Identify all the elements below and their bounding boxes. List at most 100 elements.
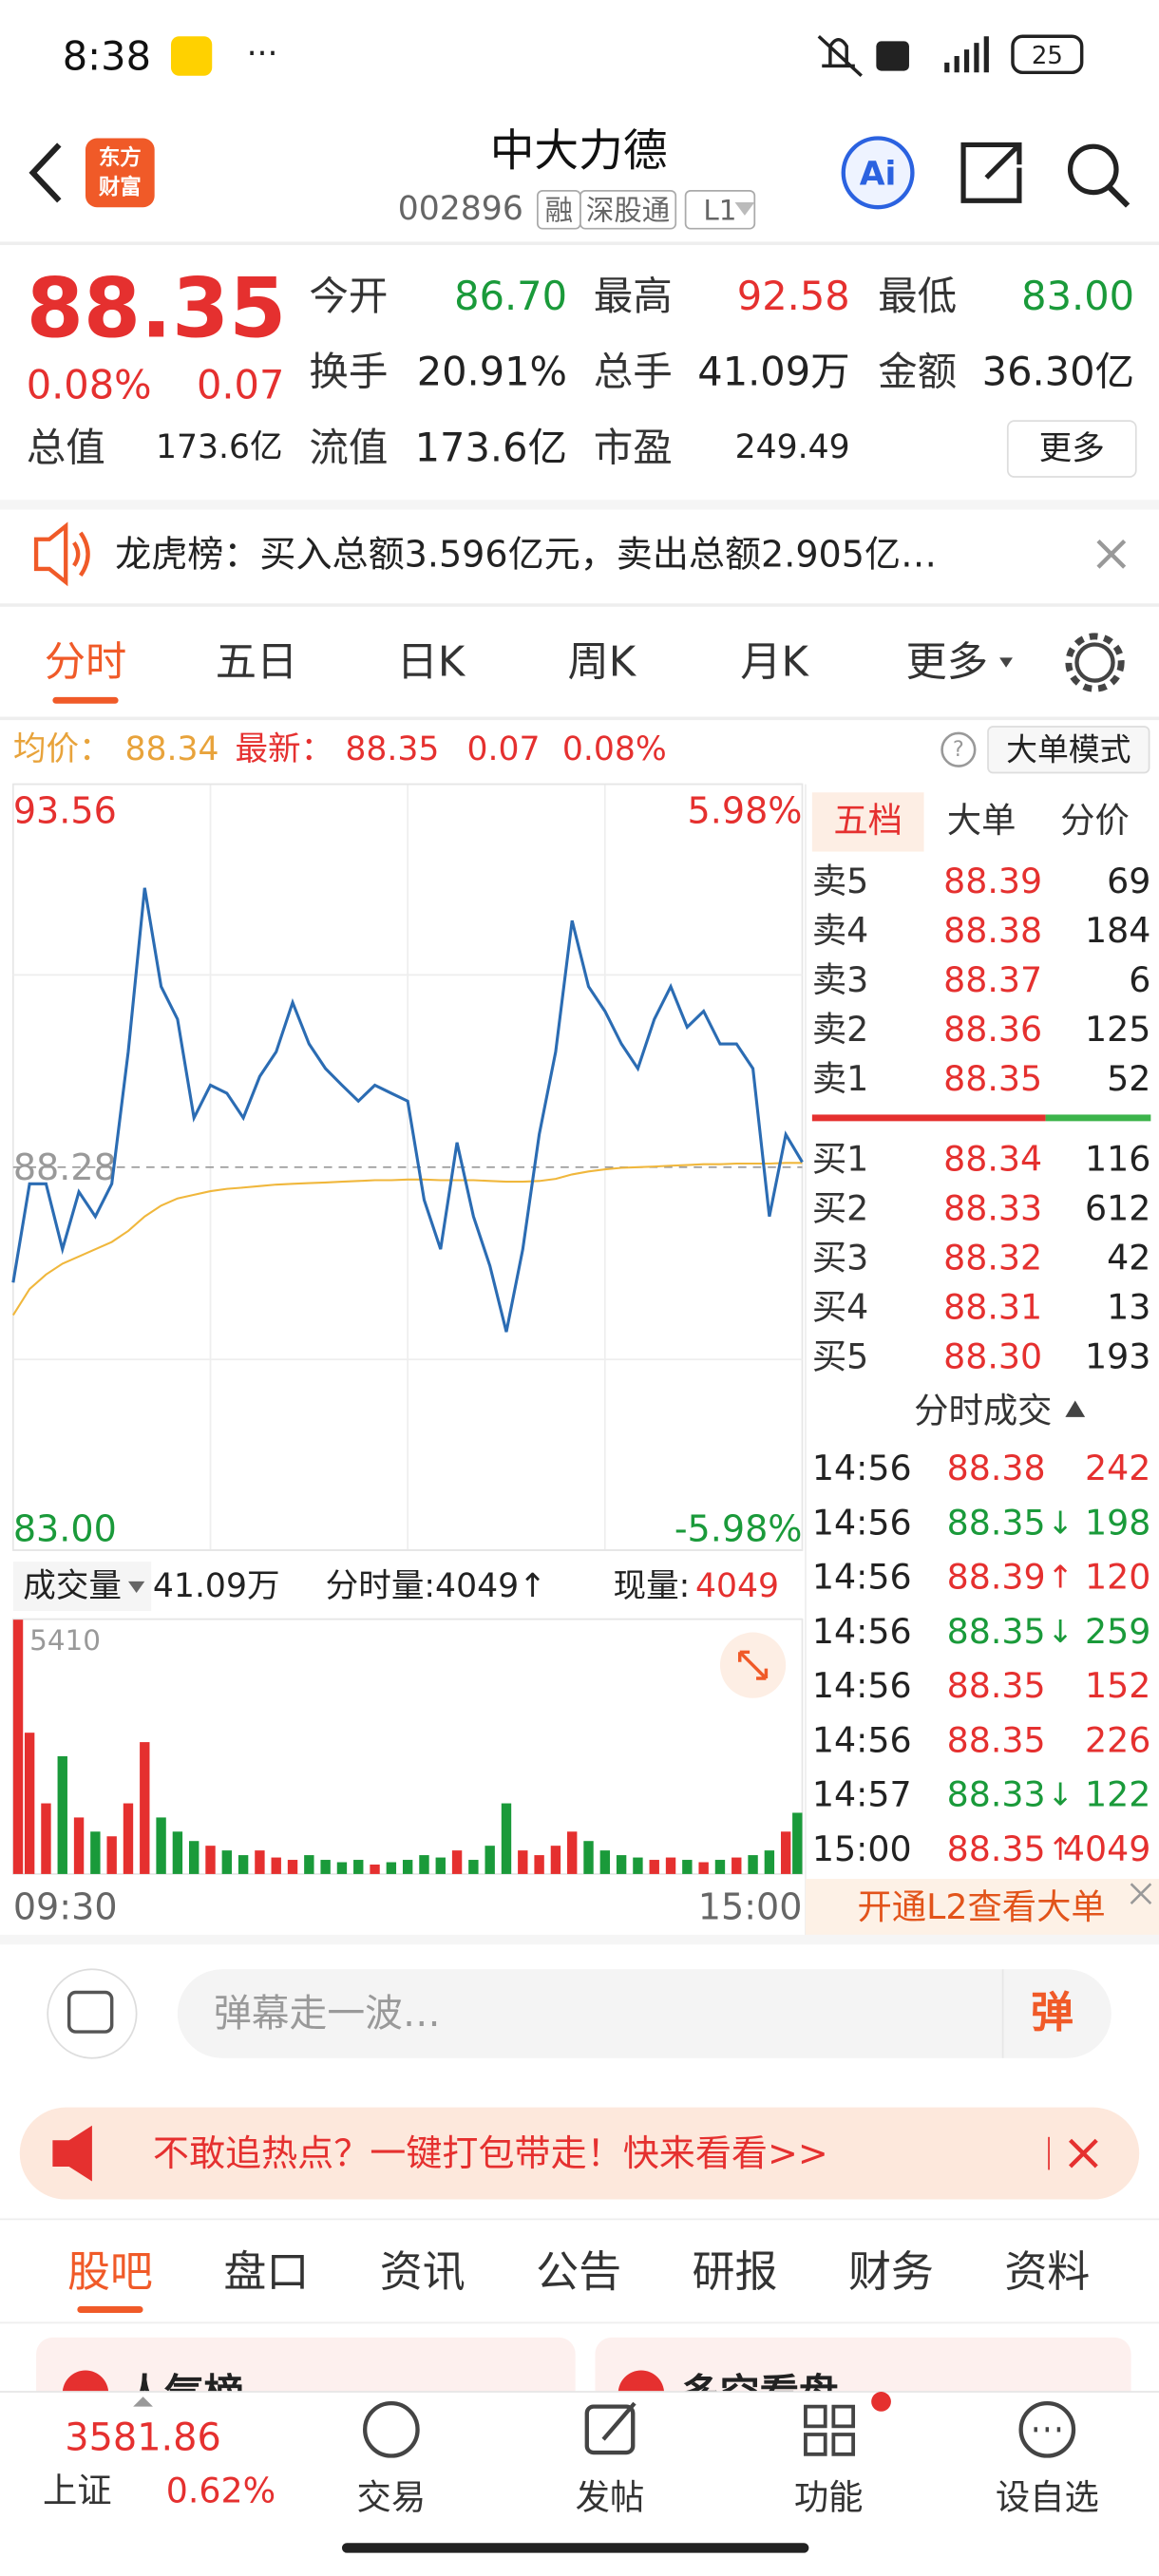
comment-input[interactable] [177,1969,1112,2058]
volume-selector[interactable] [12,1562,152,1612]
tab-indicator [52,696,119,704]
settings-button[interactable] [1074,642,1115,683]
tab[interactable]: 日K [397,639,466,687]
book-price: 88.33 [943,1188,1042,1229]
share-button[interactable] [960,142,1022,203]
volume-bar [238,1855,249,1874]
volume-bar [451,1850,463,1874]
dropdown-icon [127,1581,145,1594]
tab[interactable]: 周K [568,639,637,687]
help-icon[interactable] [940,731,977,767]
volume-bar [599,1850,611,1874]
battery [1011,34,1084,75]
volume-bar [287,1860,298,1874]
book-label: 卖5 [812,861,868,901]
book-price: 88.34 [943,1139,1042,1180]
more-button[interactable] [1006,420,1137,478]
section-tab[interactable]: 资讯 [380,2246,466,2297]
section-tab[interactable]: 盘口 [223,2246,309,2297]
nav-item[interactable]: 交易 [357,2476,427,2517]
volume-bar [780,1831,791,1874]
trades-title[interactable]: 分时成交 [914,1390,1052,1430]
tab[interactable]: 分时 [45,639,127,687]
ai-label: Ai [860,156,897,194]
trade-arrow: ↓ [1047,1504,1074,1541]
tab[interactable]: 更多 [906,639,989,687]
current-volume-label: 现量: [613,1567,690,1605]
ad-banner[interactable] [19,2107,1140,2200]
close-banner[interactable] [1130,1883,1152,1904]
close-notice[interactable] [1096,539,1127,569]
volume-bar [57,1755,67,1874]
book-volume: 6 [1129,959,1150,1000]
trade-volume: 122 [1085,1774,1150,1815]
trade-arrow: ↓ [1047,1613,1074,1650]
tab[interactable]: 五日 [216,639,298,687]
ad-text: 不敢追热点？一键打包带走！快来看看>> [153,2132,828,2174]
trade-time: 14:57 [812,1774,912,1815]
section-tab[interactable]: 股吧 [67,2246,153,2297]
book-volume: 184 [1085,910,1150,951]
field-label: 总值 [27,424,105,470]
tag: 融 [545,195,573,227]
section-tab[interactable]: 财务 [848,2246,934,2297]
nav-item[interactable]: 发帖 [576,2476,645,2517]
close-ad[interactable] [1069,2138,1098,2169]
y2-tick-label: -5.98% [674,1508,803,1550]
l2-banner[interactable] [805,1879,1159,1935]
volume-bar [336,1862,348,1874]
nav-item[interactable]: 设自选 [996,2476,1099,2517]
search-button[interactable] [1067,143,1119,196]
volume-bar [123,1803,134,1874]
field-value: 173.6亿 [156,428,283,466]
section-tab[interactable]: 公告 [536,2246,621,2297]
field-label: 流值 [309,424,388,470]
separator [0,500,1159,510]
change: 0.07 [197,362,284,408]
book-tab[interactable]: 分价 [1060,800,1130,841]
nav-item[interactable]: 功能 [794,2476,864,2517]
l2-banner-text: 开通L2查看大单 [857,1886,1105,1927]
trade-volume: 4049 [1063,1828,1150,1869]
book-volume: 42 [1107,1237,1150,1278]
book-label: 卖3 [812,959,868,1000]
y2-tick-label: 5.98% [688,789,803,831]
trade-arrow: ↑ [1047,1830,1074,1867]
x-tick-label: 09:30 [13,1886,118,1928]
comment-placeholder: 弹幕走一波… [214,1992,441,2036]
book-tab[interactable]: 大单 [947,800,1016,841]
status-more: ··· [247,35,278,73]
tab[interactable]: 月K [740,639,809,687]
comment-icon-button[interactable] [47,1968,138,2059]
section-tab[interactable]: 资料 [1004,2246,1090,2297]
mode-button[interactable] [987,726,1150,774]
notice-text[interactable]: 龙虎榜：买入总额3.596亿元，卖出总额2.905亿… [115,533,937,575]
volume-bar [484,1846,495,1874]
tags: 融深股通 L1 [537,190,756,230]
book-tab[interactable]: 五档 [833,800,902,841]
danmu-button[interactable]: 弹 [1031,1987,1074,2037]
volume-bar [73,1817,85,1874]
stock-name: 中大力德 [490,125,668,177]
notice-icon [33,521,90,587]
section-tab[interactable]: 研报 [693,2246,778,2297]
ai-button[interactable] [841,136,915,210]
volume-bar [665,1857,676,1874]
volume-bar [24,1733,35,1874]
volume-bar [304,1855,314,1874]
book-volume: 69 [1107,861,1150,901]
book-label: 卖2 [812,1009,868,1050]
volume-bar [419,1855,429,1874]
volume-bar [633,1857,643,1874]
dropdown-icon[interactable] [734,202,755,216]
volume-bar [320,1860,331,1874]
function-icon [804,2404,856,2456]
trade-price: 88.35 [947,1665,1046,1706]
volume-bar [583,1841,594,1874]
index-value[interactable]: 3581.86 [65,2415,221,2459]
field-label: 最高 [594,273,673,319]
back-button[interactable] [28,142,62,203]
book-volume: 52 [1107,1058,1150,1099]
